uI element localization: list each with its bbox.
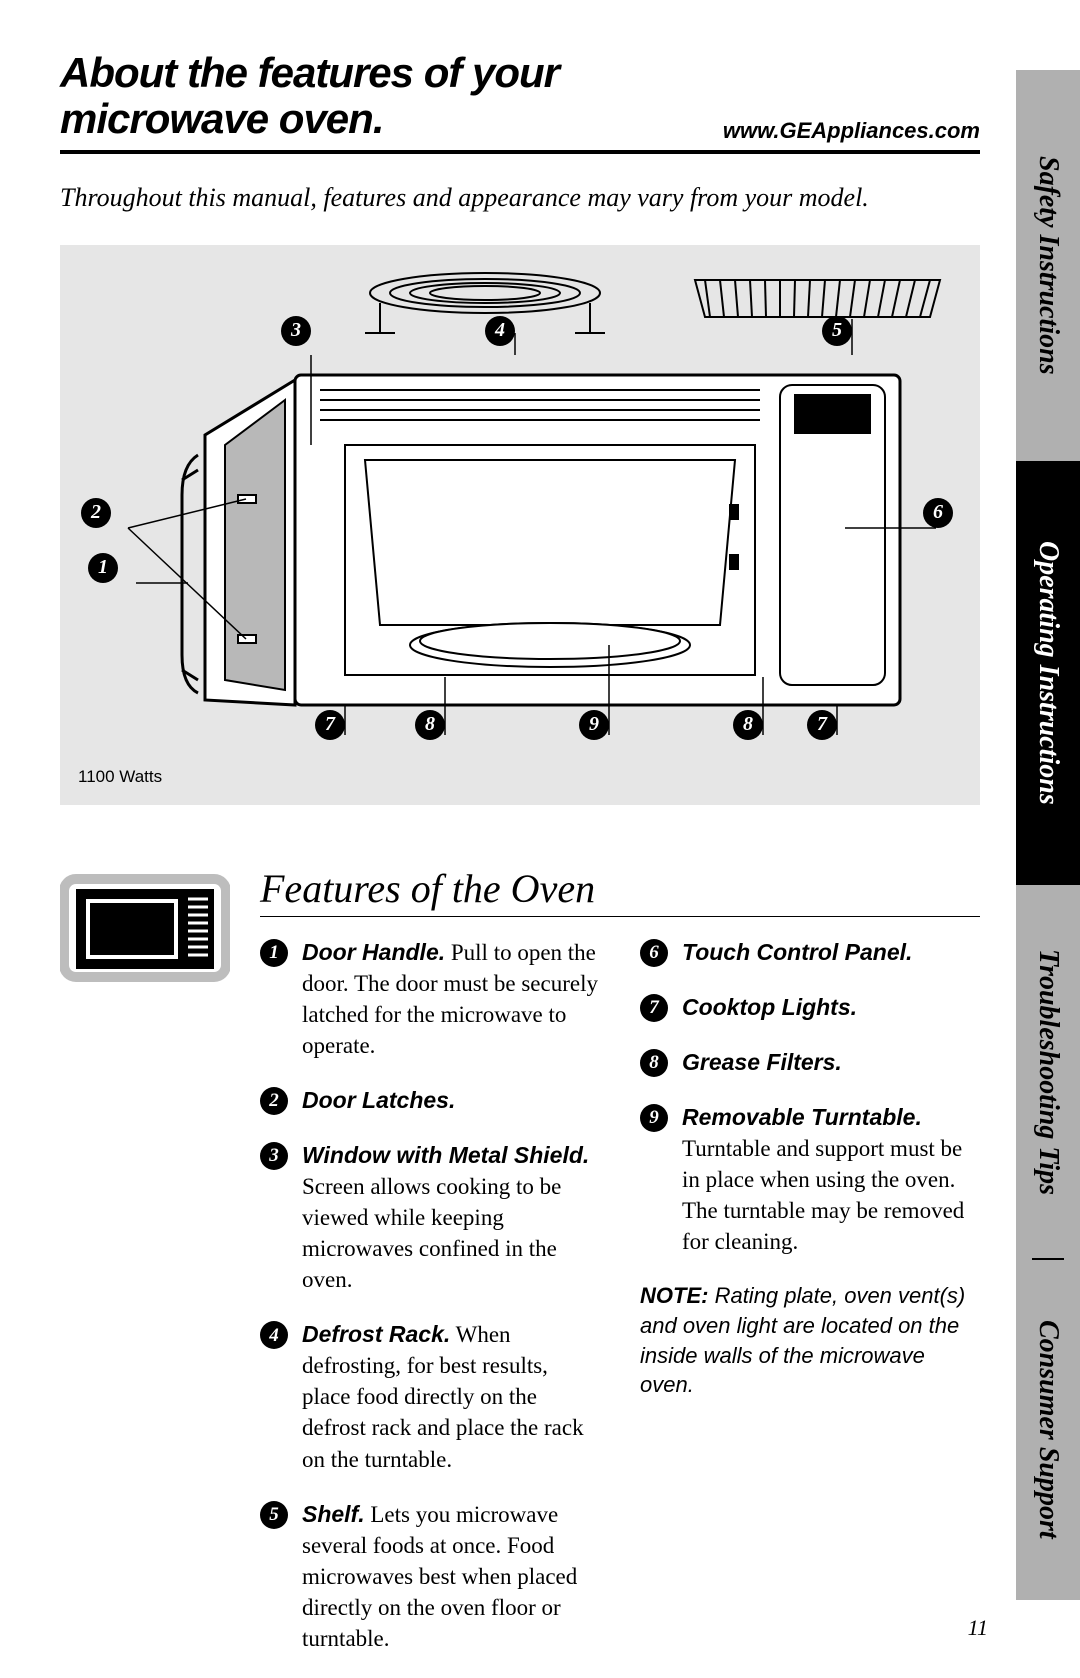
feature-item-5: 5Shelf. Lets you microwave several foods…: [260, 1499, 600, 1654]
feature-badge: 3: [260, 1142, 288, 1170]
callout-1: 1: [88, 553, 118, 583]
feature-text: Screen allows cooking to be viewed while…: [302, 1174, 561, 1292]
callout-8: 8: [733, 710, 763, 740]
feature-badge: 1: [260, 939, 288, 967]
feature-badge: 2: [260, 1087, 288, 1115]
header-url: www.GEAppliances.com: [723, 118, 980, 144]
feature-label: Removable Turntable.: [682, 1104, 922, 1130]
callout-2: 2: [81, 498, 111, 528]
title-block: About the features of your microwave ove…: [60, 50, 980, 154]
feature-item-9: 9 Removable Turntable. Turntable and supp…: [640, 1102, 980, 1257]
callout-7: 7: [315, 710, 345, 740]
feature-item-2: 2 Door Latches.: [260, 1085, 600, 1116]
tab-consumer-support[interactable]: Consumer Support: [1016, 1259, 1080, 1600]
feature-label: Grease Filters.: [682, 1049, 842, 1075]
callout-3: 3: [281, 316, 311, 346]
page-content: About the features of your microwave ove…: [60, 50, 980, 1678]
feature-item-1: 1Door Handle. Pull to open the door. The…: [260, 937, 600, 1061]
feature-label: Door Latches.: [302, 1087, 455, 1113]
page-number: 11: [968, 1615, 988, 1641]
title-line-2: microwave oven.: [60, 95, 383, 142]
feature-label: Window with Metal Shield.: [302, 1142, 589, 1168]
callout-4: 4: [485, 316, 515, 346]
callout-9: 9: [579, 710, 609, 740]
intro-text: Throughout this manual, features and app…: [60, 182, 980, 215]
feature-badge: 6: [640, 939, 668, 967]
callout-7: 7: [807, 710, 837, 740]
feature-label: Touch Control Panel.: [682, 939, 912, 965]
feature-text: Turntable and support must be in place w…: [682, 1136, 964, 1254]
note: NOTE: Rating plate, oven vent(s) and ove…: [640, 1281, 980, 1400]
feature-label: Cooktop Lights.: [682, 994, 857, 1020]
feature-column-left: 1Door Handle. Pull to open the door. The…: [260, 937, 600, 1678]
tab-operating-instructions[interactable]: Operating Instructions: [1016, 461, 1080, 885]
feature-item-3: 3 Window with Metal Shield. Screen allows…: [260, 1140, 600, 1295]
features-section: Features of the Oven 1Door Handle. Pull …: [60, 865, 980, 1678]
feature-label: Defrost Rack.: [302, 1321, 450, 1347]
feature-columns: 1Door Handle. Pull to open the door. The…: [260, 937, 980, 1678]
callout-8: 8: [415, 710, 445, 740]
feature-badge: 9: [640, 1104, 668, 1132]
feature-badge: 4: [260, 1321, 288, 1349]
note-label: NOTE:: [640, 1283, 708, 1308]
feature-badge: 7: [640, 994, 668, 1022]
feature-item-7: 7 Cooktop Lights.: [640, 992, 980, 1023]
wattage-label: 1100 Watts: [78, 767, 162, 787]
feature-label: Shelf.: [302, 1501, 365, 1527]
feature-item-6: 6 Touch Control Panel.: [640, 937, 980, 968]
feature-item-4: 4Defrost Rack. When defrosting, for best…: [260, 1319, 600, 1474]
tab-safety-instructions[interactable]: Safety Instructions: [1016, 70, 1080, 461]
microwave-icon: [60, 865, 230, 990]
title-line-1: About the features of your: [60, 49, 559, 96]
section-title: Features of the Oven: [260, 865, 980, 917]
diagram-box: 3 4 5 2 1 6 7 8 9 8 7 1100 Watts: [60, 245, 980, 805]
feature-item-8: 8 Grease Filters.: [640, 1047, 980, 1078]
callout-5: 5: [822, 316, 852, 346]
feature-column-right: 6 Touch Control Panel. 7 Cooktop Lights. 8 Gr…: [640, 937, 980, 1678]
callout-6: 6: [923, 498, 953, 528]
feature-badge: 8: [640, 1049, 668, 1077]
tab-troubleshooting-tips[interactable]: Troubleshooting Tips: [1016, 885, 1080, 1259]
feature-badge: 5: [260, 1501, 288, 1529]
feature-label: Door Handle.: [302, 939, 445, 965]
side-tabs: Safety InstructionsOperating Instruction…: [1016, 70, 1080, 1600]
